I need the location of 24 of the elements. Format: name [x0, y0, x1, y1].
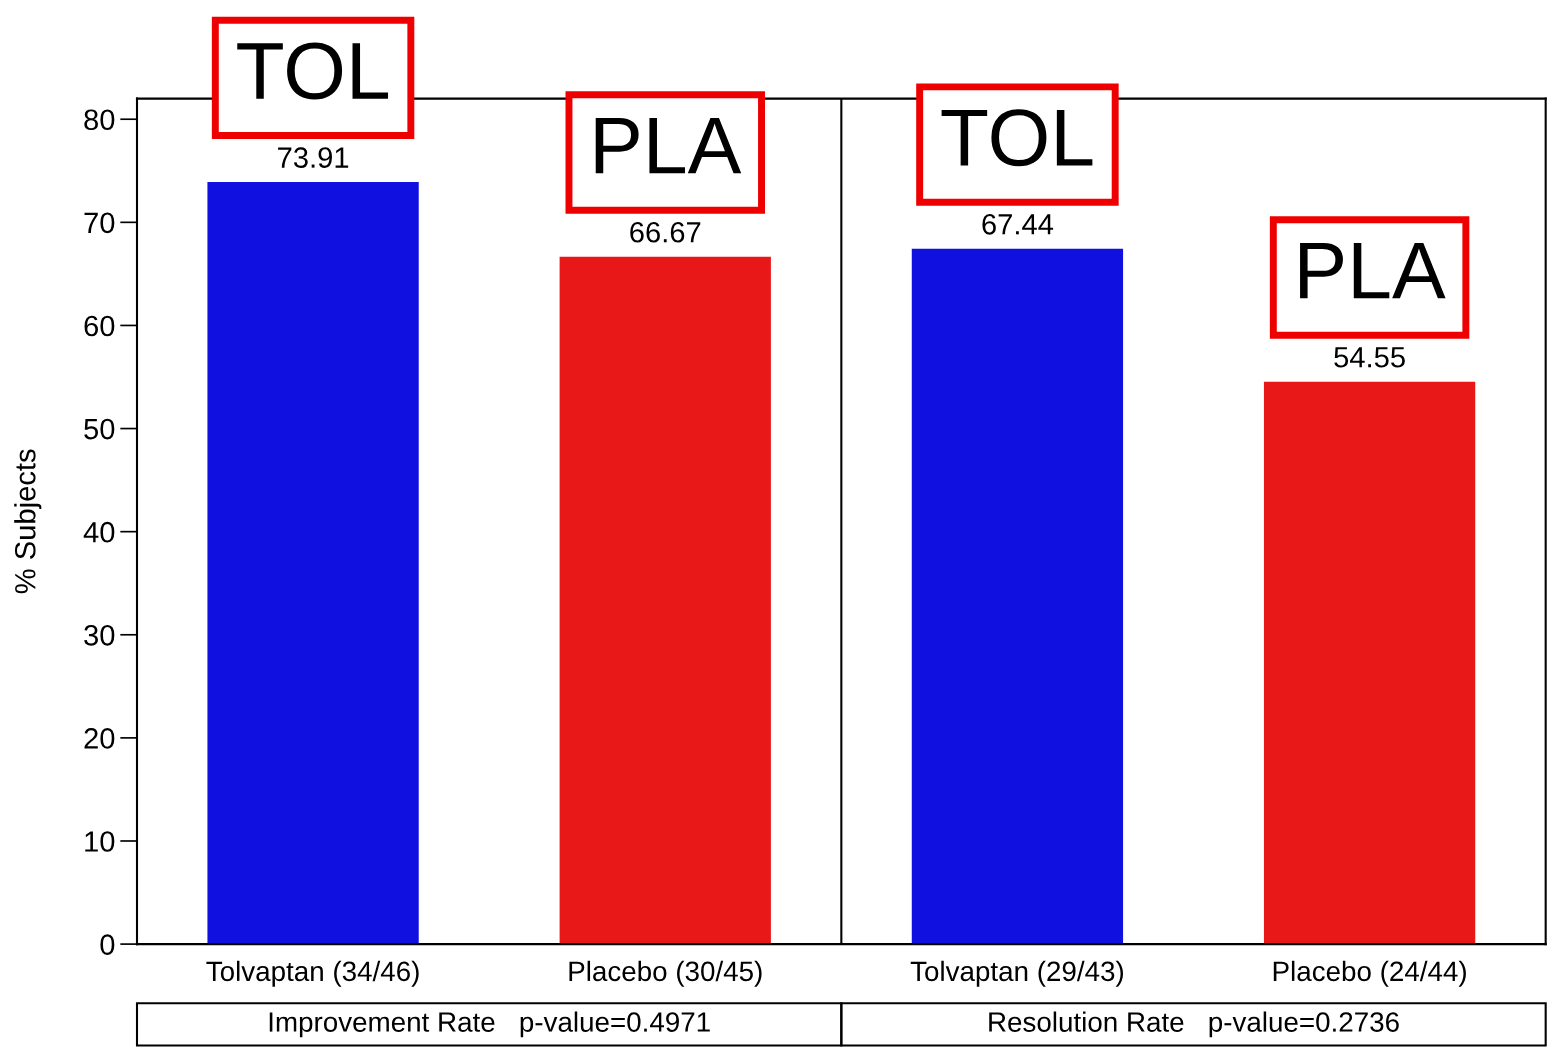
text: Resolution Rate p-value=0.2736 — [989, 1011, 1399, 1038]
y-tick-label: 80 — [84, 109, 115, 131]
y-tick-label: 30 — [84, 624, 115, 646]
y-tick-label: 40 — [83, 521, 115, 543]
annotation: PLA — [595, 117, 742, 174]
y-tick-label: 20 — [84, 728, 115, 749]
data-label: 54.55 — [1334, 347, 1405, 368]
annotation: TOL — [237, 42, 389, 100]
y-tick-label: 50 — [84, 418, 115, 440]
annotation: TOL — [941, 109, 1093, 167]
x-tick-label: Placebo (24/44) — [1273, 960, 1466, 987]
x-tick-label: Tolvaptan (34/46) — [206, 960, 419, 987]
data-label: 66.67 — [630, 221, 701, 243]
text: Improvement Rate p-value=0.4971 — [269, 1011, 710, 1038]
x-tick-label: Tolvaptan (29/43) — [910, 960, 1124, 987]
y-axis-title: % Subjects — [14, 449, 42, 594]
y-tick-label: 60 — [84, 315, 115, 337]
y-tick-label: 70 — [84, 212, 115, 234]
x-tick-label: Placebo (30/45) — [569, 960, 762, 987]
y-tick-label: 0 — [100, 934, 115, 955]
data-label: 73.91 — [278, 147, 349, 168]
y-tick-label: 10 — [85, 831, 115, 852]
data-label: 67.44 — [982, 213, 1054, 235]
annotation: PLA — [1300, 242, 1446, 299]
